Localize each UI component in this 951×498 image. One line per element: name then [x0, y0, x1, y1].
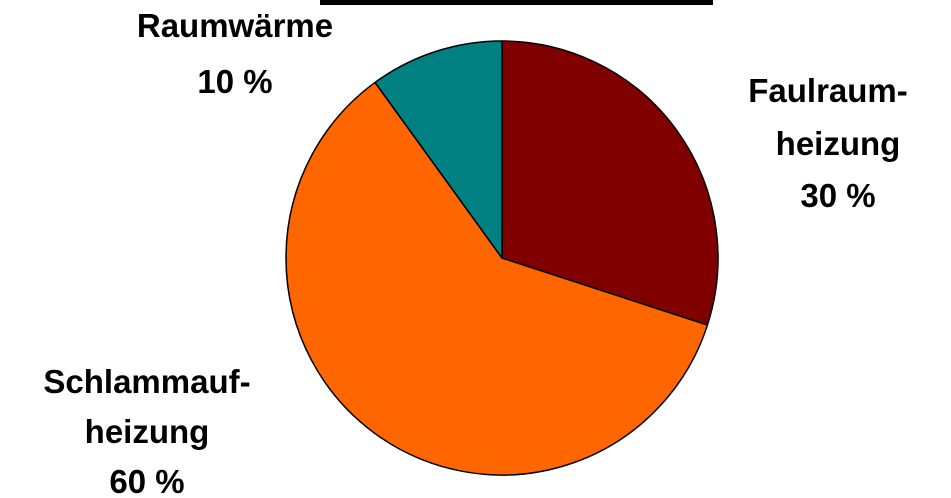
pie-slice-1	[501, 40, 719, 326]
slice-label-faulraum-value: 30 %	[800, 177, 875, 214]
slice-label-schlamm-line-2: heizung	[85, 413, 210, 450]
slice-label-faulraum-line-1: Faulraum-	[748, 72, 908, 109]
pie-slice-2	[285, 81, 709, 476]
slice-label-schlamm-value: 60 %	[109, 463, 184, 498]
slice-label-raumwaerme-line-1: Raumwärme	[137, 7, 333, 44]
pie-labels: Faulraum- heizung 30 % Schlammauf- heizu…	[43, 7, 907, 498]
slice-label-faulraum-line-2: heizung	[776, 125, 901, 162]
pie-slice-3	[374, 40, 503, 259]
slice-label-schlamm-line-1: Schlammauf-	[43, 363, 250, 400]
pie-slices	[285, 40, 719, 476]
slice-label-raumwaerme-value: 10 %	[197, 63, 272, 100]
top-bar	[320, 0, 713, 5]
